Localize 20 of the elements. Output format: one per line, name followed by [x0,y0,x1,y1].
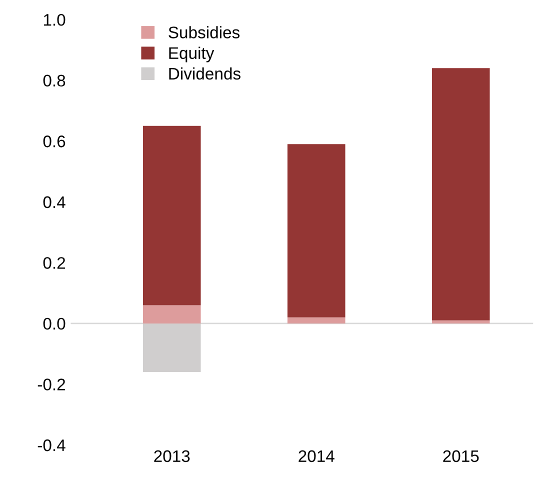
y-tick-label: 0.8 [43,74,66,87]
y-tick-label: 0.4 [43,196,66,208]
y-tick-label: -0.2 [38,378,66,390]
bar [287,317,346,324]
bar [287,144,346,318]
y-tick-label: 0.0 [43,318,66,330]
x-tick-label: 2013 [154,450,190,462]
bar [142,126,201,306]
x-tick-label: 2014 [298,450,334,462]
legend-label: Subsidies [168,26,240,38]
bar [432,68,490,320]
y-tick-label: 1.0 [44,14,66,26]
bar [142,305,201,324]
y-tick-label: 0.2 [43,257,66,269]
bar [432,320,490,324]
y-tick-label: 0.6 [43,136,66,148]
legend-label: Dividends [169,67,240,80]
legend-label: Equity [169,46,214,62]
x-tick-label: 2015 [443,450,479,462]
y-tick-label: -0.4 [38,439,66,452]
